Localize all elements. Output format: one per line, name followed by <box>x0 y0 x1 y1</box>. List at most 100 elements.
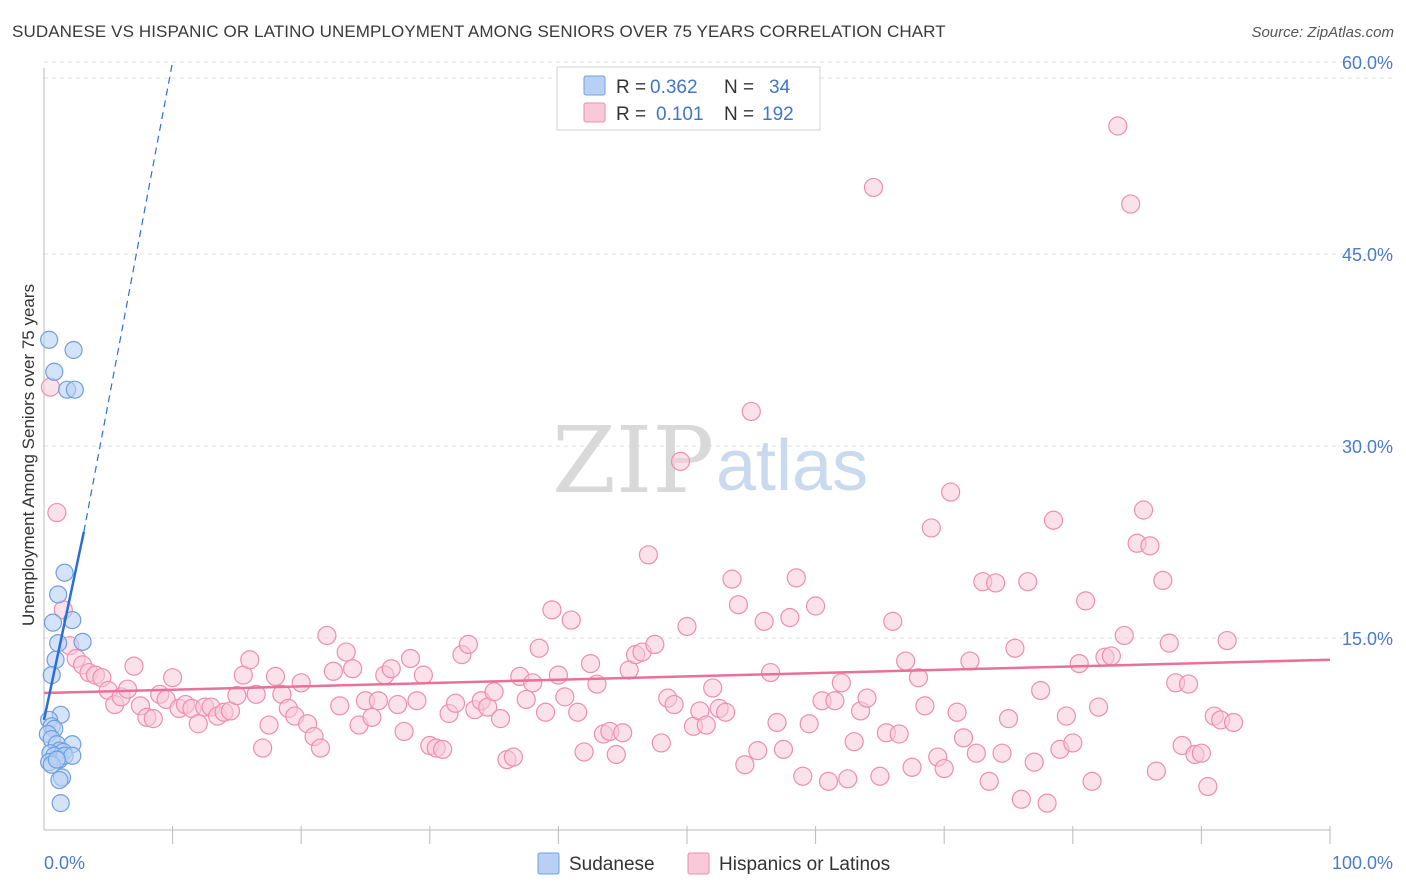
hispanic-point <box>362 707 382 727</box>
hispanic-point <box>748 741 768 761</box>
hispanic-point <box>966 743 986 763</box>
hispanic-point <box>1121 194 1141 214</box>
hispanic-point <box>548 665 569 685</box>
hispanic-point <box>1159 633 1179 653</box>
hispanic-point <box>799 714 819 734</box>
x-tick-labels: 0.0% 100.0% <box>44 853 1393 873</box>
hispanic-point <box>1011 789 1031 809</box>
hispanic-point <box>555 687 575 707</box>
hispanic-point <box>253 738 273 758</box>
y-tick-label: 45.0% <box>1342 245 1393 265</box>
hispanic-point <box>677 616 697 637</box>
hispanic-point <box>645 634 665 655</box>
hispanic-point <box>1069 653 1089 674</box>
hispanic-trend-line <box>43 658 1331 695</box>
hispanic-point <box>1088 697 1109 717</box>
legend-r-label-2: R = <box>616 104 646 125</box>
hispanic-point <box>568 702 588 722</box>
sudanese-point <box>50 770 69 790</box>
hispanic-point <box>163 668 183 688</box>
hispanic-point <box>1178 674 1199 694</box>
hispanic-point <box>908 668 929 688</box>
sudanese-point <box>63 746 82 765</box>
sudanese-point <box>47 750 66 769</box>
legend-r-value-1: 0.362 <box>650 77 698 98</box>
hispanic-point <box>1101 646 1121 666</box>
sudanese-point <box>64 340 83 360</box>
hispanic-point <box>1024 752 1044 772</box>
hispanic-point <box>1056 706 1076 726</box>
hispanic-point <box>523 673 543 693</box>
hispanic-point <box>580 653 601 674</box>
bottom-legend-sudanese: Sudanese <box>569 854 655 875</box>
hispanic-point <box>960 651 980 671</box>
hispanic-point <box>445 693 466 713</box>
sudanese-trend-line <box>42 531 86 721</box>
y-tick-labels: 15.0% 30.0% 45.0% 60.0% <box>1342 53 1393 649</box>
hispanic-point <box>330 696 350 716</box>
legend-n-value-1: 34 <box>769 77 791 98</box>
bottom-legend-hispanic: Hispanics or Latinos <box>719 854 890 875</box>
hispanic-point <box>388 694 408 715</box>
hispanic-point <box>735 755 755 775</box>
sudanese-point <box>51 794 70 813</box>
hispanic-point <box>317 625 337 646</box>
x-tick-label-min: 0.0% <box>44 853 85 873</box>
hispanic-point <box>1037 793 1057 813</box>
hispanic-point <box>818 771 839 791</box>
hispanic-point <box>844 732 864 752</box>
hispanic-point <box>310 738 331 758</box>
hispanic-point <box>561 610 581 630</box>
hispanic-point <box>986 573 1006 593</box>
hispanic-point <box>902 757 922 777</box>
legend-n-label-1: N = <box>724 77 754 98</box>
hispanic-point <box>606 744 626 765</box>
chart-title: SUDANESE VS HISPANIC OR LATINO UNEMPLOYM… <box>12 22 946 41</box>
hispanic-point <box>838 769 858 789</box>
bottom-legend-swatch-sudanese <box>537 852 560 875</box>
hispanic-point <box>863 177 884 198</box>
hispanic-point <box>613 723 633 743</box>
x-tick-label-max: 100.0% <box>1332 853 1393 873</box>
hispanic-point <box>786 568 806 588</box>
hispanic-point <box>1153 570 1173 591</box>
hispanic-point <box>896 651 916 671</box>
legend-r-value-2: 0.101 <box>656 104 704 125</box>
hispanic-point <box>760 662 781 683</box>
hispanic-point <box>1223 712 1244 733</box>
hispanic-point <box>1133 500 1154 520</box>
hispanic-point <box>1076 591 1096 611</box>
hispanic-point <box>722 569 742 589</box>
hispanic-point <box>484 682 504 702</box>
hispanic-point <box>728 595 749 615</box>
legend-swatch-sudanese <box>583 75 606 96</box>
hispanic-point <box>921 518 941 538</box>
hispanic-point <box>941 482 961 502</box>
hispanic-point <box>638 545 659 565</box>
hispanic-point <box>703 678 723 698</box>
hispanic-point <box>188 714 208 734</box>
hispanic-point <box>664 694 684 715</box>
hispanic-point <box>1043 510 1064 530</box>
hispanic-point <box>1198 776 1218 797</box>
legend: R = 0.362 N = 34 R = 0.101 N = 192 <box>556 66 821 131</box>
hispanic-point <box>542 600 562 620</box>
hispanic-point <box>343 659 363 679</box>
hispanic-point <box>40 377 61 397</box>
hispanic-point <box>1114 625 1134 646</box>
axes <box>43 68 1331 844</box>
sudanese-trend-extension <box>83 61 174 532</box>
hispanic-point <box>47 502 67 523</box>
hispanic-point <box>413 665 433 685</box>
hispanic-point <box>1140 536 1160 556</box>
hispanic-point <box>793 766 813 786</box>
hispanic-point <box>394 721 414 742</box>
hispanic-points <box>40 116 1244 813</box>
hispanic-point <box>143 709 163 729</box>
hispanic-point <box>407 691 427 711</box>
hispanic-point <box>574 742 594 762</box>
hispanic-point <box>767 712 787 733</box>
hispanic-point <box>979 771 999 791</box>
hispanic-point <box>947 702 967 722</box>
hispanic-point <box>1082 771 1102 791</box>
